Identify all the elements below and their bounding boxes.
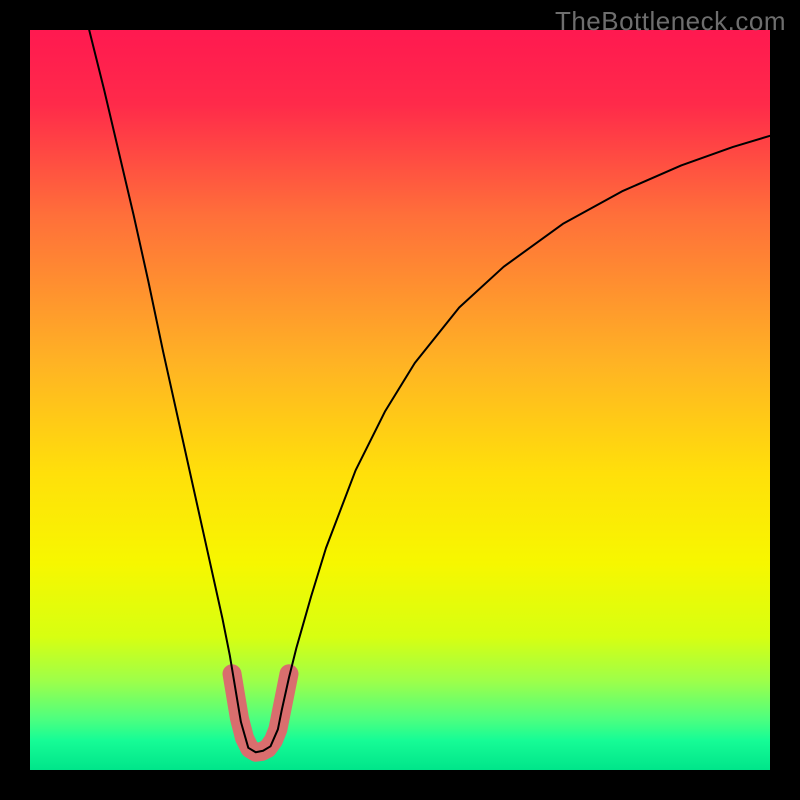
watermark-text: TheBottleneck.com bbox=[555, 6, 786, 37]
chart-frame: TheBottleneck.com bbox=[0, 0, 800, 800]
plot-area bbox=[30, 30, 770, 770]
curve-layer bbox=[30, 30, 770, 770]
bottleneck-curve bbox=[89, 30, 770, 752]
